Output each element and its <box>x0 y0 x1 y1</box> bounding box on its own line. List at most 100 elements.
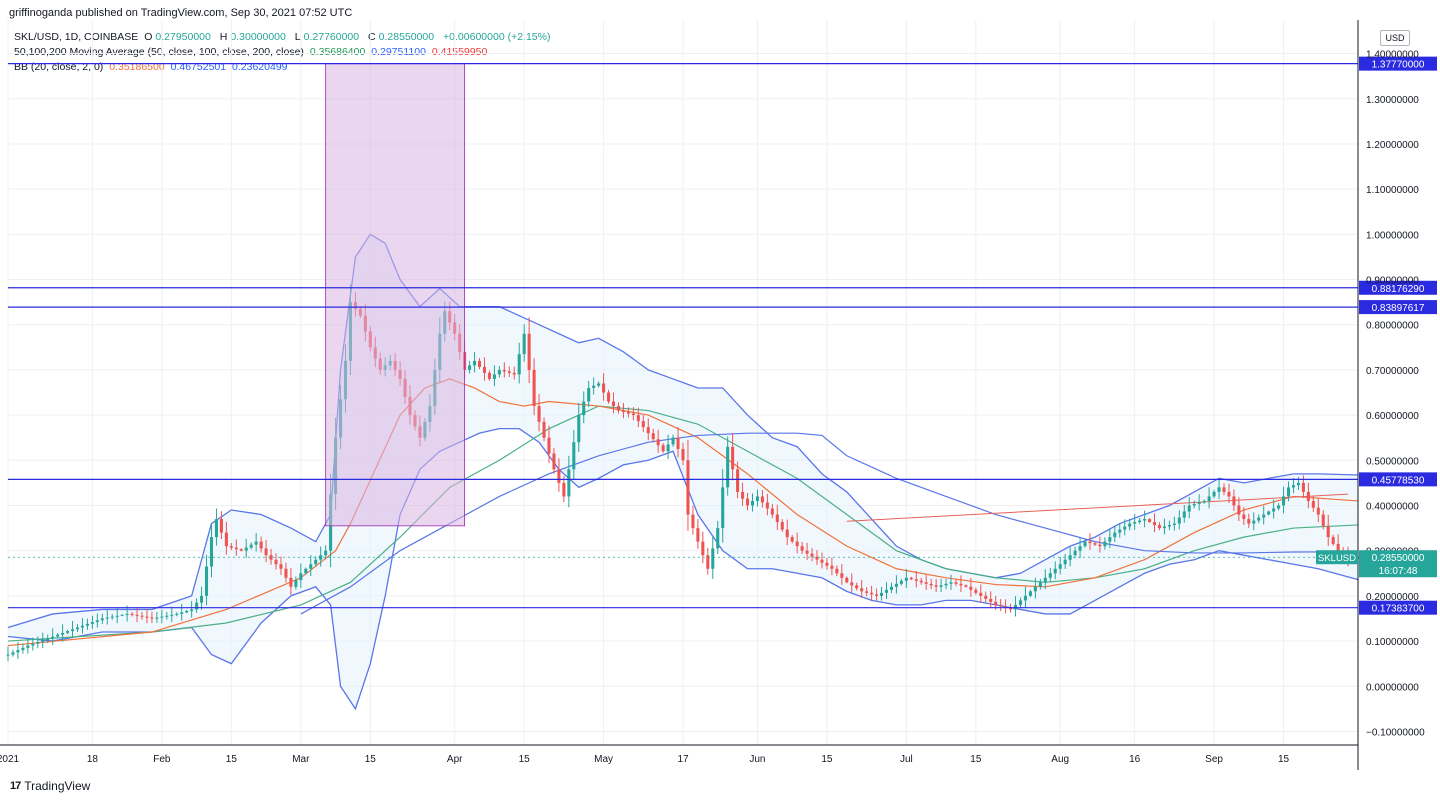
candle-body <box>473 360 477 366</box>
candle-body <box>70 629 75 632</box>
candle-body <box>1048 573 1052 578</box>
ma200-value: 0.41559950 <box>431 46 488 58</box>
x-tick-label: 15 <box>519 754 531 765</box>
candle-body <box>1113 532 1117 538</box>
candle-body <box>1222 487 1226 492</box>
candle-body <box>810 553 814 557</box>
candle-body <box>701 541 705 556</box>
candle-body <box>1286 487 1291 497</box>
candle-body <box>691 514 695 529</box>
candle-body <box>274 559 278 565</box>
ohlc-low: L 0.27760000 <box>294 31 360 43</box>
candle-body <box>249 544 253 548</box>
candle-body <box>696 528 700 542</box>
symbol-tag-label: SKLUSD <box>1318 553 1356 564</box>
candle-body <box>726 446 730 488</box>
ma200-line <box>300 432 1359 615</box>
candle-body <box>815 556 819 560</box>
candle-body <box>894 583 898 587</box>
candle-body <box>299 573 303 581</box>
candle-body <box>1212 491 1216 497</box>
candle-body <box>507 371 511 373</box>
candle-body <box>602 383 606 393</box>
candle-body <box>969 586 973 590</box>
candle-body <box>477 360 482 367</box>
candle-body <box>1028 591 1032 596</box>
candle-body <box>1257 517 1261 521</box>
candle-body <box>1018 600 1023 605</box>
x-tick-label: Apr <box>447 754 463 765</box>
candle-body <box>1043 577 1047 583</box>
candle-body <box>567 469 571 497</box>
candle-body <box>755 496 759 501</box>
candle-body <box>760 496 764 503</box>
countdown-label: 16:07:48 <box>1379 566 1418 577</box>
candle-body <box>51 636 55 639</box>
y-tick-label: 1.30000000 <box>1366 95 1419 106</box>
footer-brand[interactable]: 17 TradingView <box>10 779 90 793</box>
candle-body <box>234 547 238 550</box>
candle-body <box>1167 525 1171 527</box>
ohlc-close: C 0.28550000 <box>368 31 435 43</box>
candle-body <box>492 374 496 379</box>
candle-body <box>1267 511 1271 515</box>
candle-body <box>85 623 89 626</box>
candle-body <box>666 444 670 452</box>
candle-body <box>959 583 963 586</box>
y-tick-label: 0.50000000 <box>1366 456 1419 467</box>
candle-body <box>686 460 690 515</box>
candle-body <box>497 369 501 375</box>
y-tick-label: −0.10000000 <box>1366 727 1425 738</box>
symbol-tag <box>1316 550 1358 565</box>
level-label: 0.83897617 <box>1372 303 1425 314</box>
price-chart[interactable]: 1.37770000 0.88176290 0.83897617 0.45778530… <box>0 0 1440 770</box>
candle-body <box>319 555 323 560</box>
bb-upper-line <box>7 233 1359 629</box>
candle-body <box>830 565 834 569</box>
candle-body <box>1232 496 1236 506</box>
candle-body <box>502 369 506 372</box>
candle-body <box>870 592 874 595</box>
y-tick-label: 0.90000000 <box>1366 276 1419 287</box>
ohlc-open: O 0.27950000 <box>144 31 211 43</box>
candle-body <box>582 401 586 416</box>
candle-body <box>562 482 566 497</box>
candle-body <box>61 632 65 635</box>
candle-body <box>934 585 938 587</box>
candle-body <box>1073 550 1077 556</box>
trend-line <box>846 493 1349 522</box>
y-tick-label: 1.10000000 <box>1366 185 1419 196</box>
level-tag <box>1359 280 1437 295</box>
candle-body <box>1296 482 1300 486</box>
candle-body <box>1247 519 1251 524</box>
candle-body <box>254 541 258 545</box>
x-tick-label: Aug <box>1051 754 1069 765</box>
x-tick-label: 15 <box>365 754 377 765</box>
candle-body <box>1038 582 1042 587</box>
candle-body <box>90 622 94 624</box>
level-tag <box>1359 600 1437 615</box>
candle-body <box>636 415 640 422</box>
candle-body <box>259 541 263 549</box>
candle-body <box>31 643 35 646</box>
candle-body <box>711 548 715 569</box>
candle-body <box>835 568 839 574</box>
currency-button[interactable]: USD <box>1380 30 1410 46</box>
candle-body <box>736 469 740 492</box>
candle-body <box>468 365 472 370</box>
x-tick-label: Jun <box>749 754 765 765</box>
candle-body <box>110 616 114 618</box>
candle-body <box>770 508 774 515</box>
candle-body <box>845 577 849 583</box>
candle-body <box>100 618 104 621</box>
y-tick-label: 0.10000000 <box>1366 637 1419 648</box>
candle-body <box>200 595 204 603</box>
candle-body <box>214 519 218 538</box>
y-tick-label: 1.20000000 <box>1366 140 1419 151</box>
level-label: 1.37770000 <box>1372 60 1425 71</box>
x-tick-label: Jul <box>900 754 913 765</box>
candle-body <box>1321 514 1325 526</box>
candle-body <box>224 532 228 547</box>
candle-body <box>209 537 214 567</box>
candle-body <box>651 433 655 440</box>
